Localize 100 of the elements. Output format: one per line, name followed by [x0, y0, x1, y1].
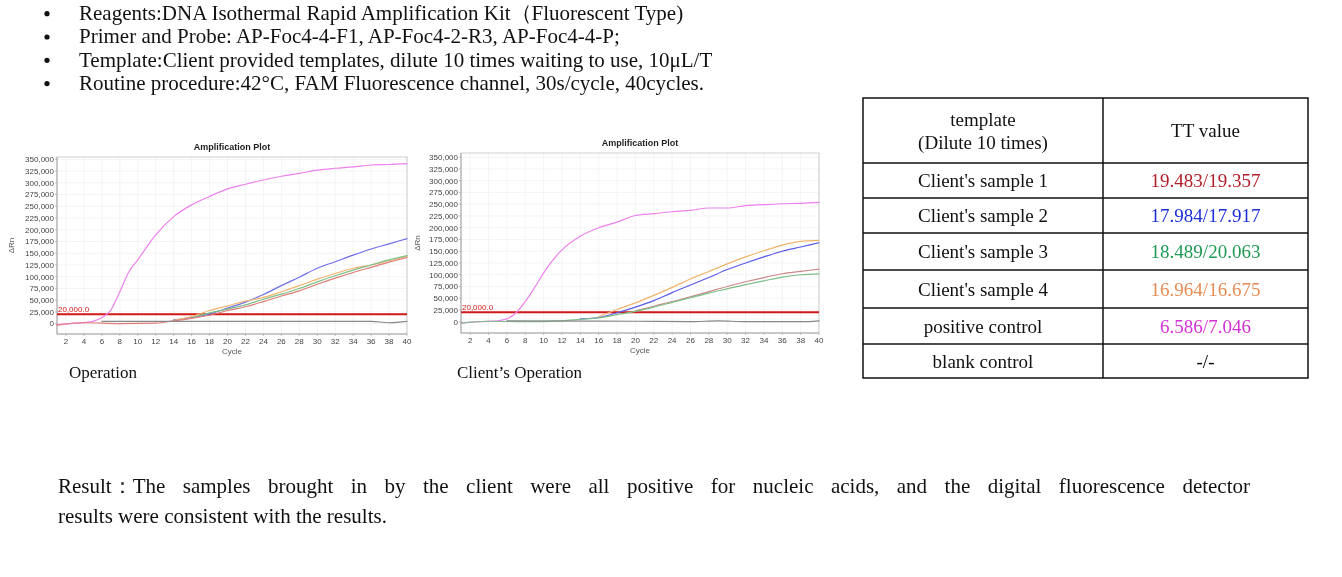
x-tick-label: 40 — [402, 337, 412, 346]
y-tick-label: 200,000 — [25, 225, 55, 235]
y-tick-label: 125,000 — [25, 260, 55, 270]
text: 6.586/7.046 — [1160, 315, 1251, 337]
x-tick-label: 36 — [366, 337, 377, 346]
text: Template:Client provided templates, dilute 10 times waiting to use, 10μL/T — [79, 47, 713, 72]
y-tick-label: 350,000 — [429, 153, 459, 163]
x-tick-label: 4 — [81, 337, 87, 346]
y-tick-label: 75,000 — [29, 284, 55, 294]
x-tick-label: 28 — [294, 337, 305, 346]
text: 17.984/17.917 — [1150, 205, 1261, 227]
x-tick-label: 30 — [722, 336, 733, 345]
x-tick-label: 34 — [759, 336, 769, 345]
x-tick-label: 26 — [686, 336, 696, 345]
y-tick-label: 275,000 — [429, 188, 459, 198]
text: 19.483/19.357 — [1150, 170, 1261, 192]
x-tick-label: 20 — [630, 336, 641, 345]
x-tick-label: 6 — [504, 336, 510, 345]
y-axis-title: ΔRn — [413, 235, 422, 251]
y-tick-label: 300,000 — [25, 178, 55, 188]
text: Reagents:DNA Isothermal Rapid Amplification Kit（Fluorescent Type) — [79, 1, 684, 25]
y-tick-label: 50,000 — [29, 296, 55, 305]
x-tick-label: 22 — [649, 336, 659, 345]
y-tick-label: 150,000 — [25, 249, 55, 259]
x-tick-label: 30 — [312, 337, 323, 346]
y-tick-label: 25,000 — [433, 305, 459, 315]
y-tick-label: 150,000 — [429, 247, 459, 257]
chart-title: Amplification Plot — [193, 142, 271, 152]
y-tick-label: 350,000 — [25, 155, 55, 165]
y-tick-label: 275,000 — [25, 190, 55, 200]
x-tick-label: 8 — [117, 337, 123, 346]
x-tick-label: 24 — [667, 336, 678, 345]
y-tick-label: 125,000 — [429, 258, 459, 268]
x-tick-label: 34 — [348, 337, 359, 346]
x-tick-label: 18 — [205, 337, 215, 346]
x-tick-label: 40 — [814, 336, 824, 345]
y-tick-label: 100,000 — [429, 270, 459, 280]
ref-line-label: 20,000.0 — [58, 305, 90, 315]
text: 16.964/16.675 — [1150, 278, 1261, 300]
x-tick-label: 2 — [467, 336, 473, 345]
x-tick-label: 38 — [384, 337, 395, 346]
x-tick-label: 18 — [612, 336, 623, 345]
x-tick-label: 24 — [258, 337, 269, 346]
x-tick-label: 10 — [539, 336, 549, 345]
chart-title: Amplification Plot — [601, 138, 679, 148]
y-tick-label: 0 — [453, 317, 459, 327]
category-label: blank control — [932, 350, 1034, 372]
y-tick-label: 225,000 — [429, 211, 459, 221]
y-tick-label: 75,000 — [433, 282, 459, 292]
x-tick-label: 12 — [557, 336, 567, 345]
line-series — [173, 238, 408, 321]
x-tick-label: 8 — [523, 336, 529, 345]
y-tick-label: 200,000 — [429, 223, 459, 233]
y-tick-label: 0 — [49, 319, 55, 329]
x-tick-label: 14 — [575, 336, 586, 345]
line-series — [634, 268, 820, 312]
x-tick-label: 2 — [63, 337, 69, 346]
text: Operation — [69, 363, 138, 382]
y-tick-label: 250,000 — [25, 202, 55, 212]
y-tick-label: 100,000 — [25, 272, 55, 282]
line-series — [460, 273, 820, 324]
y-tick-label: 225,000 — [25, 213, 55, 223]
text: Client’s Operation — [457, 363, 583, 382]
y-axis-title: ΔRn — [7, 237, 16, 254]
text: -/- — [1196, 350, 1215, 372]
y-tick-label: 25,000 — [29, 307, 55, 317]
x-tick-label: 10 — [133, 337, 143, 346]
x-tick-label: 6 — [99, 337, 105, 346]
category-label: Client's sample 1 — [917, 170, 1049, 192]
category-label: Client's sample 4 — [917, 278, 1049, 300]
y-tick-label: 50,000 — [433, 294, 459, 304]
ref-line-label: 20,000.0 — [462, 303, 494, 313]
x-axis-title: Cycle — [629, 346, 651, 355]
y-tick-label: 175,000 — [25, 237, 55, 247]
x-tick-label: 16 — [594, 336, 604, 345]
y-tick-label: 325,000 — [25, 166, 55, 176]
text: 18.489/20.063 — [1150, 241, 1261, 263]
category-label: Client's sample 3 — [917, 241, 1049, 263]
text: Primer and Probe: AP-Foc4-4-F1, AP-Foc4-2-R3, AP-Foc4-4-P; — [79, 24, 620, 49]
category-label: TT value — [1171, 120, 1240, 142]
x-tick-label: 36 — [777, 336, 788, 345]
x-tick-label: 32 — [741, 336, 751, 345]
y-tick-label: 250,000 — [429, 200, 459, 210]
category-label: Client's sample 2 — [917, 205, 1049, 227]
x-tick-label: 38 — [796, 336, 806, 345]
x-tick-label: 14 — [169, 337, 179, 346]
x-tick-label: 32 — [330, 337, 341, 346]
y-tick-label: 175,000 — [429, 235, 459, 245]
category-label: template (Dilute 10 times) — [918, 108, 1048, 154]
x-tick-label: 26 — [276, 337, 287, 346]
y-tick-label: 325,000 — [429, 164, 459, 174]
x-tick-label: 22 — [241, 337, 251, 346]
x-tick-label: 20 — [223, 337, 233, 346]
text: Result：The samples brought in by the client were all positive for nucleic acids, and the digital fluorescence detector results were consistent with the results. — [58, 474, 1251, 528]
line-series — [56, 162, 408, 326]
x-axis-title: Cycle — [221, 347, 243, 356]
x-tick-label: 28 — [704, 336, 714, 345]
x-tick-label: 12 — [151, 337, 161, 346]
line-series — [56, 256, 408, 326]
x-tick-label: 4 — [486, 336, 492, 345]
